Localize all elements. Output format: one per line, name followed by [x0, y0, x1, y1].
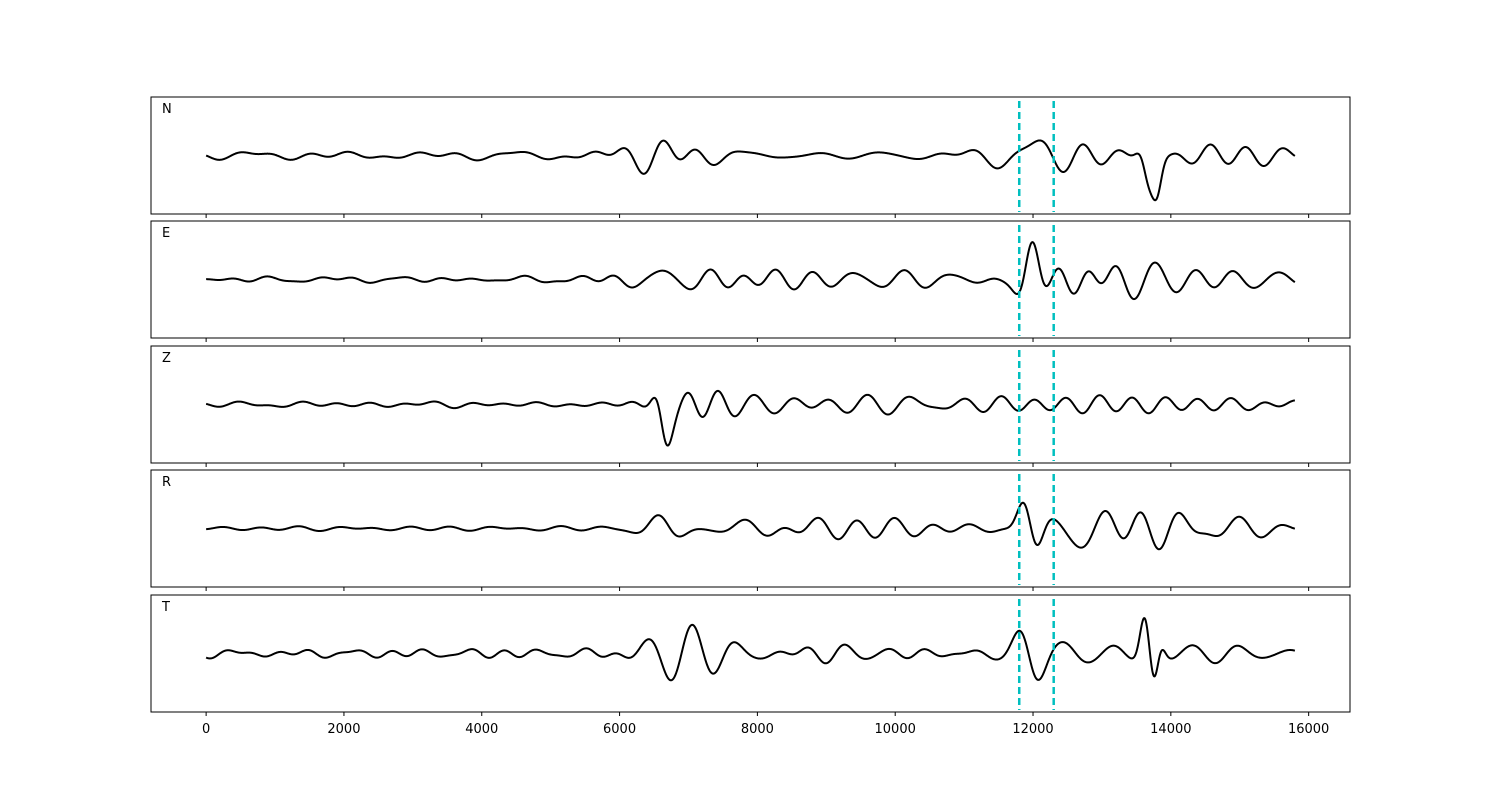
panel-label-n: N [162, 102, 172, 117]
waveform-r [205, 501, 1296, 551]
panel-r: R [150, 469, 1351, 591]
panel-frame [150, 96, 1351, 215]
panel-frame [150, 469, 1351, 588]
x-tick-label: 12000 [1012, 722, 1053, 737]
panel-z: Z [150, 345, 1351, 467]
panel-label-t: T [161, 600, 170, 615]
waveform-t [205, 617, 1296, 682]
panel-frame [150, 220, 1351, 339]
waveform-e [205, 241, 1296, 301]
x-tick-label: 2000 [327, 722, 360, 737]
panel-n: N [150, 96, 1351, 218]
panels-group: N E Z R T [150, 96, 1351, 716]
x-tick-label: 10000 [875, 722, 916, 737]
panel-label-z: Z [162, 351, 171, 366]
x-tick-label: 16000 [1288, 722, 1329, 737]
panel-frame [150, 594, 1351, 713]
panel-t: T [150, 594, 1351, 716]
waveform-n [205, 139, 1296, 202]
waveform-z [205, 389, 1296, 447]
x-tick-label: 6000 [603, 722, 636, 737]
panel-frame [150, 345, 1351, 464]
x-tick-label: 0 [202, 722, 210, 737]
x-axis: 0 2000 4000 6000 8000 10000 12000 14000 16000 [202, 722, 1329, 737]
x-tick-label: 4000 [465, 722, 498, 737]
x-tick-label: 14000 [1150, 722, 1191, 737]
panel-e: E [150, 220, 1351, 342]
panel-label-e: E [162, 226, 170, 241]
panel-label-r: R [162, 475, 171, 490]
x-tick-label: 8000 [741, 722, 774, 737]
